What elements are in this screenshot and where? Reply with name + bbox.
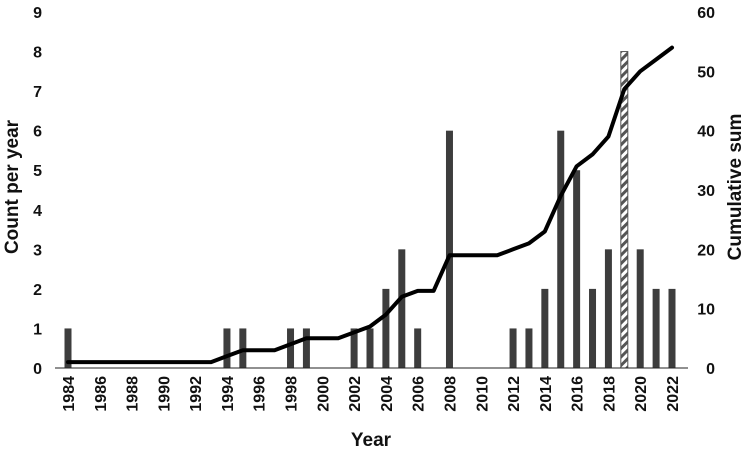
y-tick-label: 6 [33,124,42,141]
y-tick-label: 1 [33,321,42,338]
x-tick-label: 2012 [506,376,523,412]
y2-tick-label: 40 [697,124,715,141]
x-axis-title: Year [351,430,392,451]
x-tick-label: 1988 [125,376,142,412]
count-bars [64,51,676,369]
y-tick-label: 7 [33,84,42,101]
x-tick-label: 2022 [665,376,682,412]
x-tick-label: 2016 [570,376,587,412]
bar-2017 [589,288,597,368]
x-tick-label: 1994 [220,376,237,412]
x-tick-label: 2010 [474,376,491,412]
y-tick-label: 3 [33,242,42,259]
bar-2022 [668,288,676,368]
left-axis-ticks: 0 1 2 3 4 5 6 7 8 9 [33,5,42,378]
bar-2003 [366,328,374,368]
cumulative-line-group [66,45,674,365]
bar-2016 [573,170,581,368]
bar-2014 [541,288,549,368]
bar-1998 [287,328,295,368]
x-tick-label: 2008 [443,376,460,412]
y2-axis-title: Cumulative sum [725,114,746,261]
y-tick-label: 2 [33,282,42,299]
y2-tick-label: 0 [706,361,715,378]
bar-2008 [445,130,453,368]
bar-2020 [636,249,644,368]
x-tick-label: 2002 [347,376,364,412]
x-tick-label: 2000 [315,376,332,412]
bar-2005 [398,249,406,368]
x-axis-ticks: 1984 1986 1988 1990 1992 1994 1996 1998 2000 2002… [61,376,682,412]
x-tick-label: 1986 [93,376,110,412]
x-tick-label: 1996 [252,376,269,412]
x-tick-label: 1984 [61,376,78,412]
x-tick-label: 2006 [411,376,428,412]
y-axis-title: Count per year [2,119,23,254]
bar-2012 [509,328,517,368]
y-tick-label: 0 [33,361,42,378]
x-tick-label: 2018 [601,376,618,412]
bar-1999 [302,328,310,368]
x-tick-label: 2020 [633,376,650,412]
y2-tick-label: 30 [697,183,715,200]
y-tick-label: 4 [33,203,42,220]
y2-tick-label: 50 [697,64,715,81]
bar-2021 [652,288,660,368]
y2-tick-label: 10 [697,302,715,319]
y2-tick-label: 60 [697,5,715,22]
cumulative-line [66,45,674,365]
x-tick-label: 1998 [284,376,301,412]
x-tick-label: 1990 [156,376,173,412]
x-tick-label: 2014 [538,376,555,412]
bar-2015 [557,130,565,368]
bar-1984 [64,328,72,368]
right-axis-ticks: 0 10 20 30 40 50 60 [697,5,715,378]
x-tick-label: 1992 [188,376,205,412]
bar-1994 [223,328,231,368]
y2-tick-label: 20 [697,242,715,259]
bar-2002 [350,328,358,368]
bar-2006 [414,328,422,368]
y-tick-label: 9 [33,5,42,22]
y-tick-label: 5 [33,163,42,180]
y-tick-label: 8 [33,45,42,62]
bar-2018 [604,249,612,368]
x-tick-label: 2004 [379,376,396,412]
bar-2004 [382,288,390,368]
bar-2013 [525,328,533,368]
